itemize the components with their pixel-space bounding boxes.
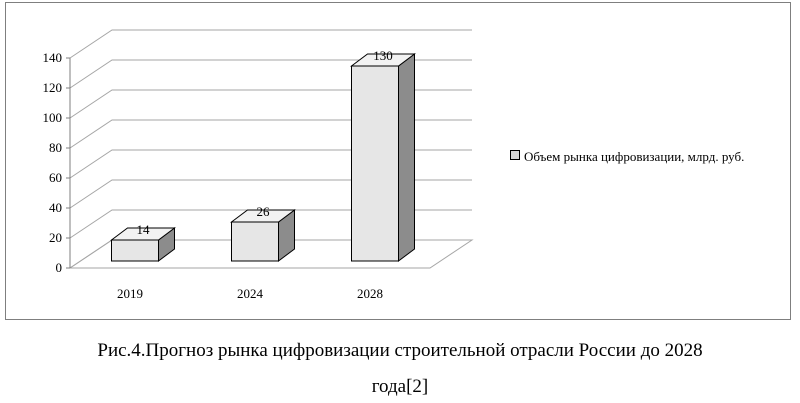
y-tick-label: 20: [49, 230, 62, 245]
legend: Объем рынка цифровизации, млрд. руб.: [510, 148, 780, 165]
bar-side: [398, 53, 415, 262]
gridline: [69, 29, 472, 59]
y-tick-label: 100: [43, 110, 63, 125]
x-tick-label: 2028: [357, 286, 383, 301]
chart-floor: [68, 239, 474, 269]
bar-chart: 0 20 40 60 80 100 120 140 14 2019 26 2024 130 2028: [43, 29, 474, 301]
y-tick-label: 120: [43, 80, 63, 95]
figure-caption: Рис.4.Прогноз рынка цифровизации строите…: [97, 340, 703, 361]
x-tick-label: 2019: [117, 286, 143, 301]
legend-label: Объем рынка цифровизации, млрд. руб.: [524, 149, 745, 164]
y-tick-label: 0: [56, 260, 63, 275]
gridline: [69, 59, 472, 89]
y-tick-label: 80: [49, 140, 62, 155]
y-tick-label: 40: [49, 200, 62, 215]
data-label: 14: [137, 222, 151, 237]
data-label: 26: [257, 204, 271, 219]
figure-caption-continued: года[2]: [371, 376, 429, 397]
x-tick-label: 2024: [237, 286, 264, 301]
legend-key: [510, 150, 520, 160]
bar: [351, 65, 399, 262]
y-tick-label: 140: [43, 50, 63, 65]
bar: [231, 221, 279, 262]
bar: [111, 239, 159, 262]
y-tick-label: 60: [49, 170, 62, 185]
data-label: 130: [373, 48, 393, 63]
